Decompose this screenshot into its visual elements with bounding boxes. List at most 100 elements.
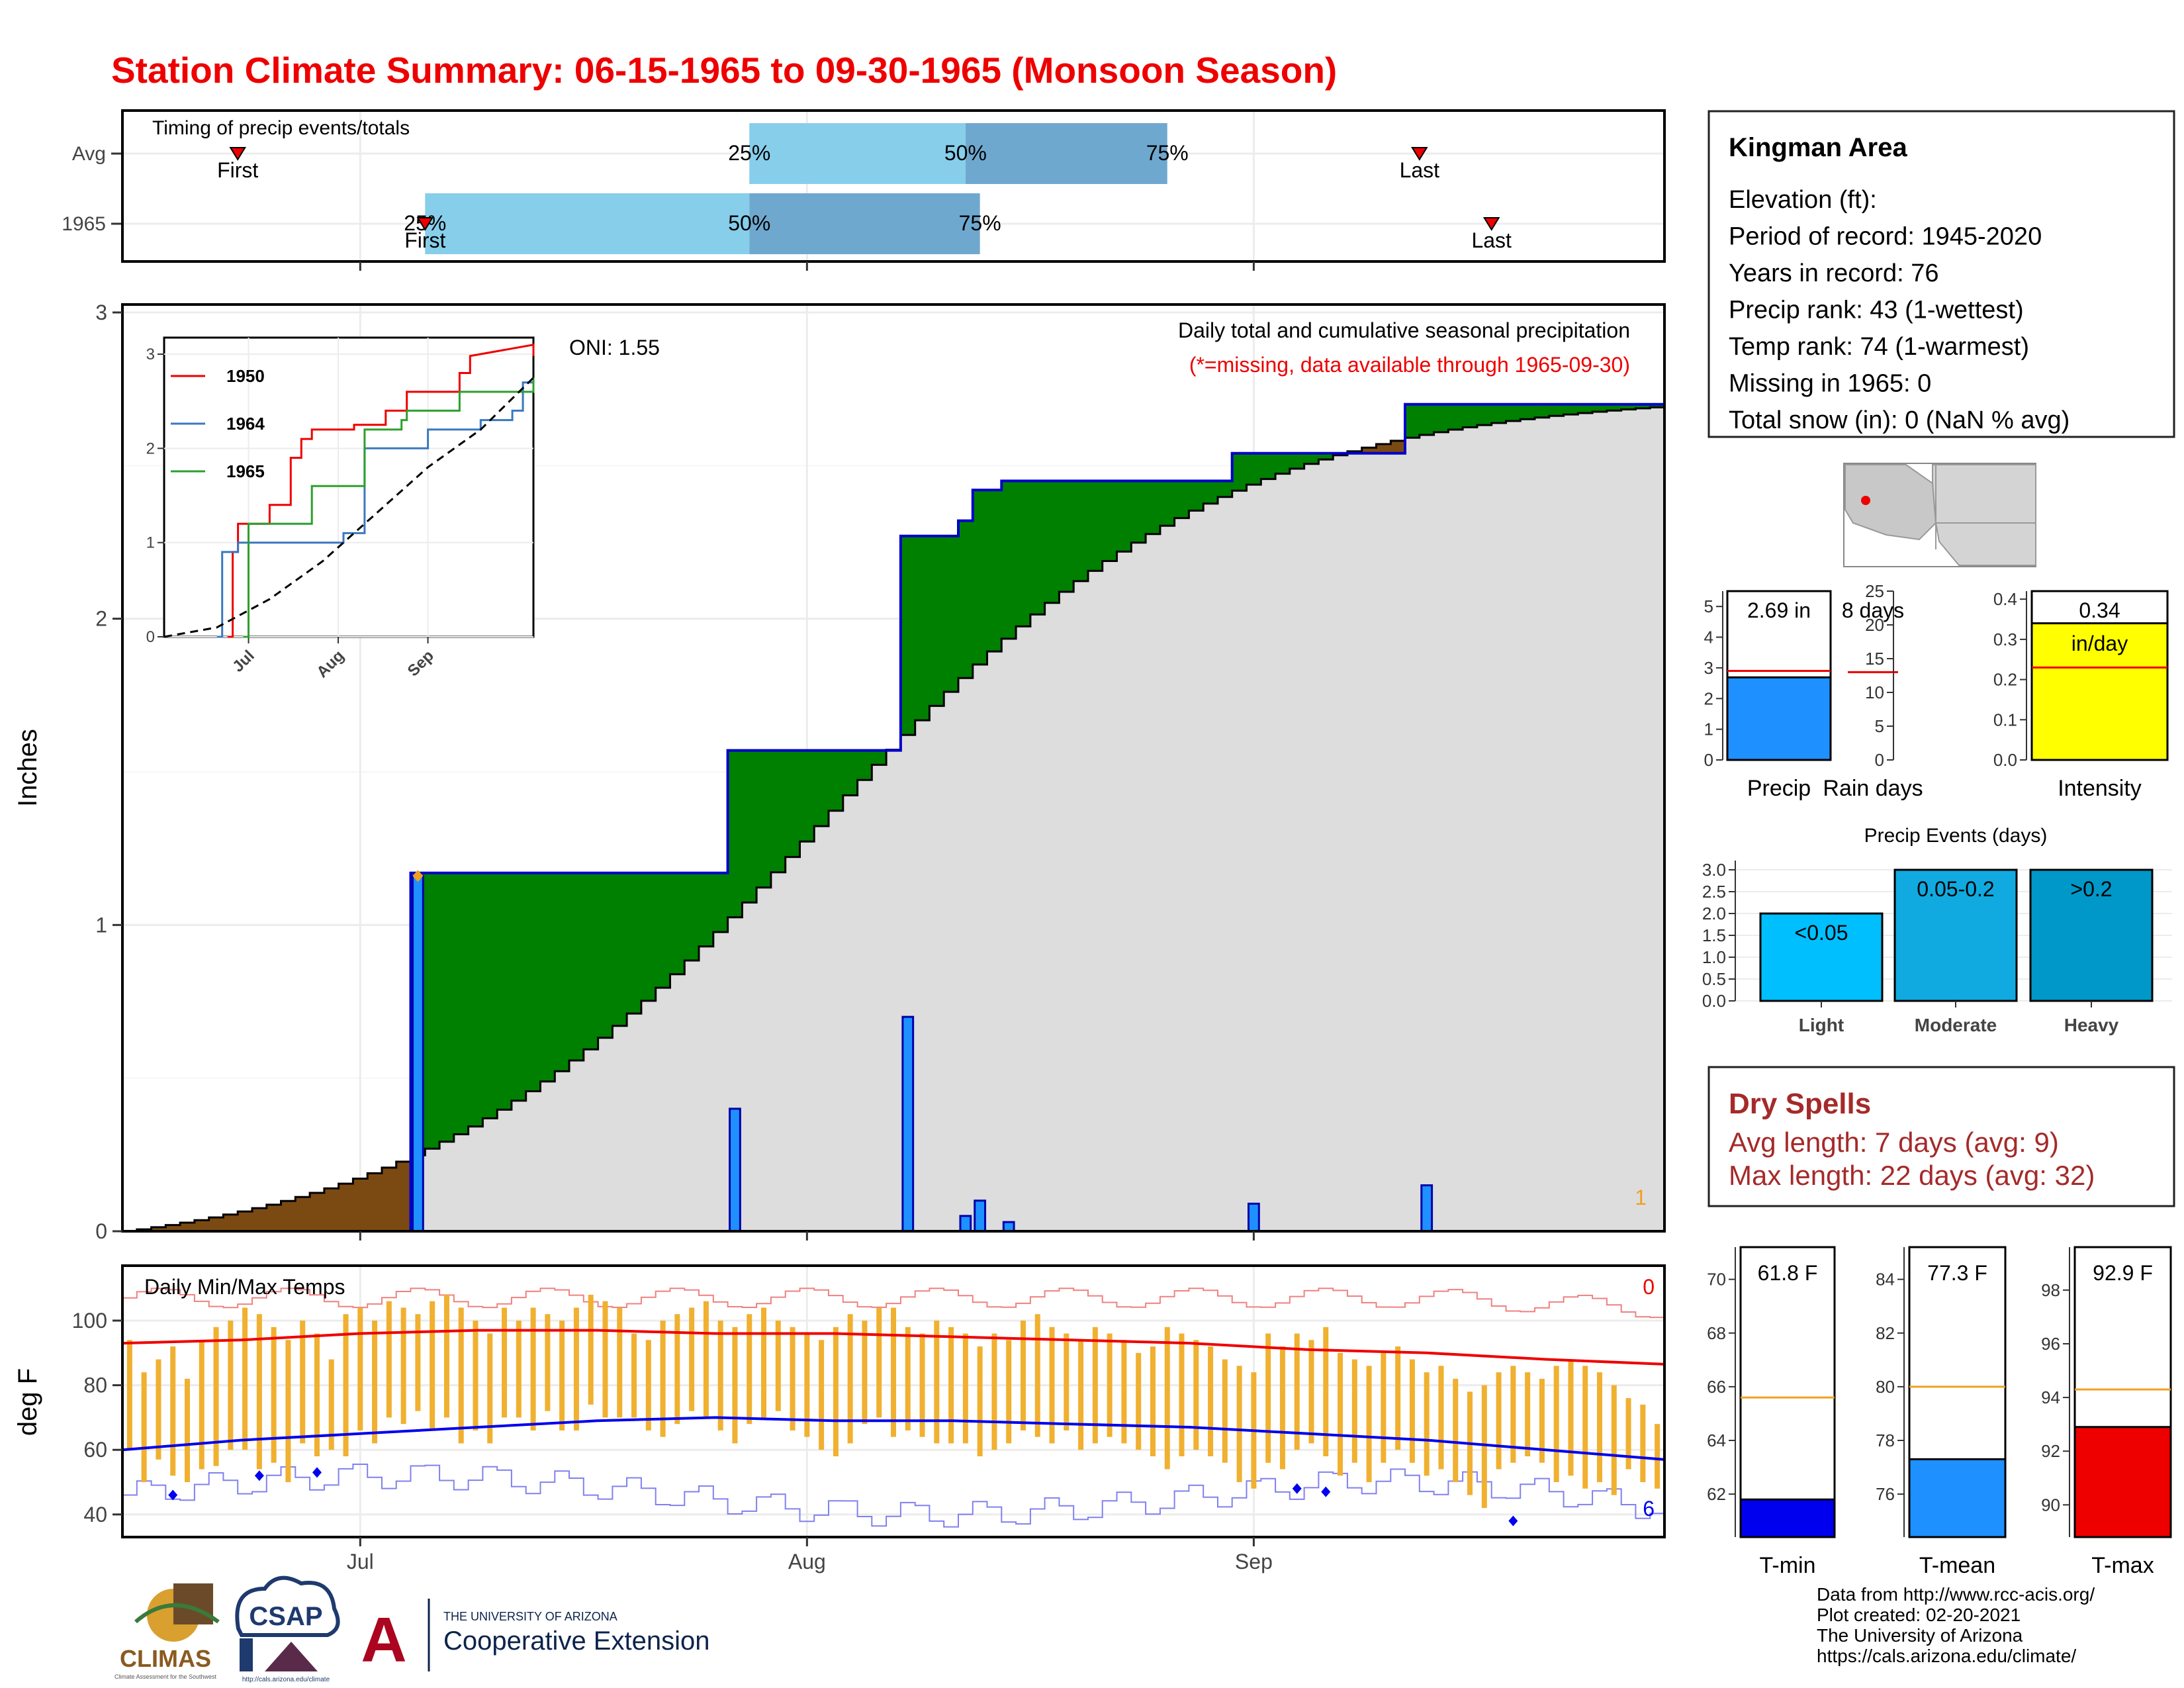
timing-quartile-bar-lower — [425, 193, 750, 254]
temp-daily-bar — [473, 1320, 478, 1430]
temp-daily-bar — [962, 1333, 968, 1444]
main-panel-border — [121, 303, 1666, 1233]
temp-daily-bar — [660, 1320, 666, 1437]
temp-daily-bar — [905, 1327, 911, 1430]
mini-chart-title: T-min — [1760, 1553, 1816, 1578]
timing-last-marker — [1482, 217, 1500, 231]
temp-daily-bar — [732, 1327, 738, 1444]
max-precip-marker — [412, 870, 424, 882]
mini-chart-frame — [1739, 1246, 1836, 1538]
temp-y-tick-label: 40 — [83, 1503, 107, 1526]
record-low-line — [122, 1464, 1664, 1528]
record-low-marker — [312, 1467, 322, 1478]
timing-title: Timing of precip events/totals — [152, 117, 410, 139]
temp-daily-bar — [1078, 1340, 1084, 1450]
record-low-marker — [1292, 1483, 1302, 1494]
timing-first-marker-label: First — [217, 158, 258, 182]
mini-chart-y-tick-label: 62 — [1707, 1484, 1726, 1504]
ua-logo-bottom-text: Cooperative Extension — [443, 1626, 709, 1656]
temp-daily-bar — [747, 1314, 752, 1425]
timing-last-marker-label: Last — [1400, 158, 1440, 182]
temp-daily-bar — [1193, 1340, 1199, 1450]
temp-daily-bar — [1121, 1340, 1127, 1444]
events-y-tick-label: 2.5 — [1702, 882, 1726, 902]
temp-daily-bar — [256, 1314, 262, 1470]
mini-chart-y-tick-label: 0.4 — [1993, 589, 2017, 609]
mini-chart-y-tick-label: 0 — [1704, 750, 1713, 770]
mini-chart-y-tick-label: 5 — [1704, 596, 1713, 616]
temp-daily-bar — [1568, 1359, 1574, 1476]
temp-daily-bar — [573, 1307, 579, 1430]
mini-chart-y-tick-label: 20 — [1865, 615, 1884, 635]
temp-daily-bar — [1582, 1366, 1588, 1489]
mini-chart-y-tick-label: 80 — [1876, 1377, 1895, 1397]
page-title: Station Climate Summary: 06-15-1965 to 0… — [111, 50, 1338, 91]
credit-line: The University of Arizona — [1817, 1625, 2023, 1646]
events-category-label: Moderate — [1915, 1015, 1997, 1035]
temp-daily-bar — [545, 1314, 551, 1411]
temp-y-tick-label: 100 — [72, 1309, 107, 1333]
temp-daily-bar — [1395, 1346, 1401, 1450]
mini-chart-y-tick-label: 66 — [1707, 1377, 1726, 1397]
mini-chart-y-tick-label: 84 — [1876, 1270, 1895, 1289]
station-info-line: Precip rank: 43 (1-wettest) — [1729, 297, 2024, 324]
temp-daily-bar — [1064, 1333, 1069, 1430]
temp-daily-bar — [126, 1340, 132, 1450]
temp-daily-bar — [228, 1320, 234, 1450]
temp-daily-bar — [1164, 1327, 1170, 1470]
timing-p75-label: 75% — [959, 211, 1001, 235]
station-info-line: Years in record: 76 — [1729, 259, 1939, 287]
temp-daily-bar — [1323, 1327, 1329, 1456]
temp-daily-bar — [934, 1320, 940, 1444]
dry-spells-box — [1707, 1066, 2175, 1207]
main-y-axis-label: Inches — [13, 729, 42, 807]
temp-daily-bar — [1510, 1366, 1516, 1463]
mini-chart-bar — [1908, 1458, 2007, 1538]
mini-chart-y-tick-label: 0.2 — [1993, 670, 2017, 690]
mini-chart-y-tick-label: 78 — [1876, 1430, 1895, 1450]
temp-daily-bar — [156, 1359, 161, 1460]
temp-daily-bar — [847, 1314, 853, 1444]
temp-daily-bar — [645, 1340, 651, 1430]
station-info-box — [1707, 110, 2175, 438]
mini-chart-title: T-mean — [1919, 1553, 1995, 1578]
station-info-line: Period of record: 1945-2020 — [1729, 223, 2042, 251]
events-y-tick-label: 0.5 — [1702, 969, 1726, 989]
mini-chart-y-tick-label: 92 — [2041, 1441, 2060, 1461]
mini-chart-value-label: 2.69 in — [1747, 598, 1811, 622]
daily-precip-bar — [1420, 1184, 1433, 1233]
temp-daily-bar — [631, 1333, 637, 1418]
timing-row-label: Avg — [72, 143, 106, 165]
missing-count: 1 — [1635, 1186, 1647, 1209]
daily-precip-bar — [901, 1015, 915, 1233]
ua-logo-top-text: THE UNIVERSITY OF ARIZONA — [443, 1610, 617, 1623]
temp-daily-bar — [242, 1307, 248, 1450]
temp-daily-bar — [674, 1314, 680, 1425]
temp-daily-bar — [1655, 1424, 1661, 1489]
temp-y-tick-label: 80 — [83, 1374, 107, 1397]
main-y-tick-label: 2 — [95, 607, 107, 631]
oni-value: ONI: 1.55 — [569, 336, 660, 359]
events-title: Precip Events (days) — [1864, 825, 2048, 847]
mini-chart-y-tick-label: 90 — [2041, 1495, 2060, 1515]
temp-daily-bar — [458, 1307, 464, 1444]
events-y-tick-label: 1.0 — [1702, 947, 1726, 967]
temp-daily-bar — [1107, 1333, 1113, 1437]
temp-daily-bar — [285, 1340, 291, 1483]
temp-daily-bar — [1625, 1398, 1631, 1470]
inset-y-tick-label: 3 — [146, 346, 155, 363]
temp-daily-bar — [1481, 1385, 1487, 1509]
dry-spells-max: Max length: 22 days (avg: 32) — [1729, 1160, 2095, 1191]
temp-y-tick-label: 60 — [83, 1438, 107, 1462]
csap-logo-text: CSAP — [249, 1602, 322, 1631]
timing-quartile-bar-upper — [749, 193, 980, 254]
record-low-marker — [254, 1470, 264, 1481]
temp-daily-bar — [1409, 1359, 1415, 1463]
temp-daily-bar — [357, 1307, 363, 1430]
temp-daily-bar — [1539, 1378, 1545, 1463]
temp-daily-bar — [1366, 1366, 1372, 1483]
temp-daily-bar — [804, 1333, 810, 1437]
temp-daily-bar — [170, 1346, 176, 1476]
station-name: Kingman Area — [1729, 133, 1907, 162]
mini-chart-y-tick-label: 4 — [1704, 628, 1713, 647]
